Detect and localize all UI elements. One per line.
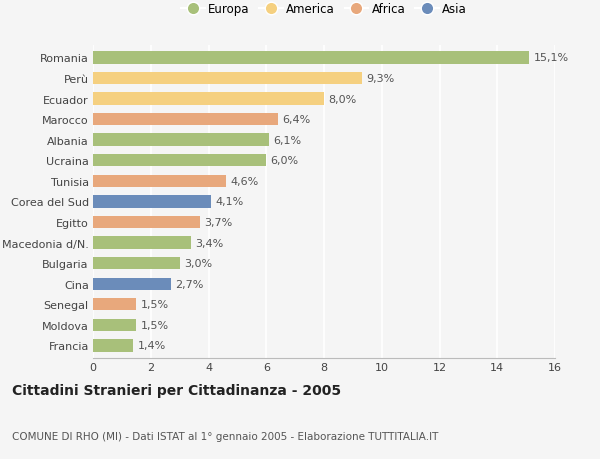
Text: 3,7%: 3,7% [204,218,232,228]
Text: 1,4%: 1,4% [138,341,166,351]
Bar [93,278,171,290]
Bar [93,93,324,106]
Bar [93,340,133,352]
Bar [93,175,226,188]
Text: Cittadini Stranieri per Cittadinanza - 2005: Cittadini Stranieri per Cittadinanza - 2… [12,383,341,397]
Text: 4,6%: 4,6% [230,176,259,186]
Bar [93,319,136,331]
Text: 9,3%: 9,3% [366,74,394,84]
Text: 6,0%: 6,0% [271,156,299,166]
Text: 15,1%: 15,1% [533,53,568,63]
Text: 3,4%: 3,4% [196,238,224,248]
Bar [93,155,266,167]
Bar [93,73,362,85]
Text: 6,1%: 6,1% [274,135,302,146]
Legend: Europa, America, Africa, Asia: Europa, America, Africa, Asia [181,3,467,17]
Text: COMUNE DI RHO (MI) - Dati ISTAT al 1° gennaio 2005 - Elaborazione TUTTITALIA.IT: COMUNE DI RHO (MI) - Dati ISTAT al 1° ge… [12,431,439,441]
Text: 4,1%: 4,1% [216,197,244,207]
Text: 1,5%: 1,5% [140,320,169,330]
Text: 1,5%: 1,5% [140,300,169,310]
Bar [93,298,136,311]
Bar [93,114,278,126]
Bar [93,216,200,229]
Bar [93,257,179,270]
Text: 8,0%: 8,0% [328,94,356,104]
Bar [93,52,529,64]
Text: 3,0%: 3,0% [184,258,212,269]
Bar [93,196,211,208]
Bar [93,134,269,146]
Text: 2,7%: 2,7% [175,279,203,289]
Bar [93,237,191,249]
Text: 6,4%: 6,4% [282,115,310,125]
